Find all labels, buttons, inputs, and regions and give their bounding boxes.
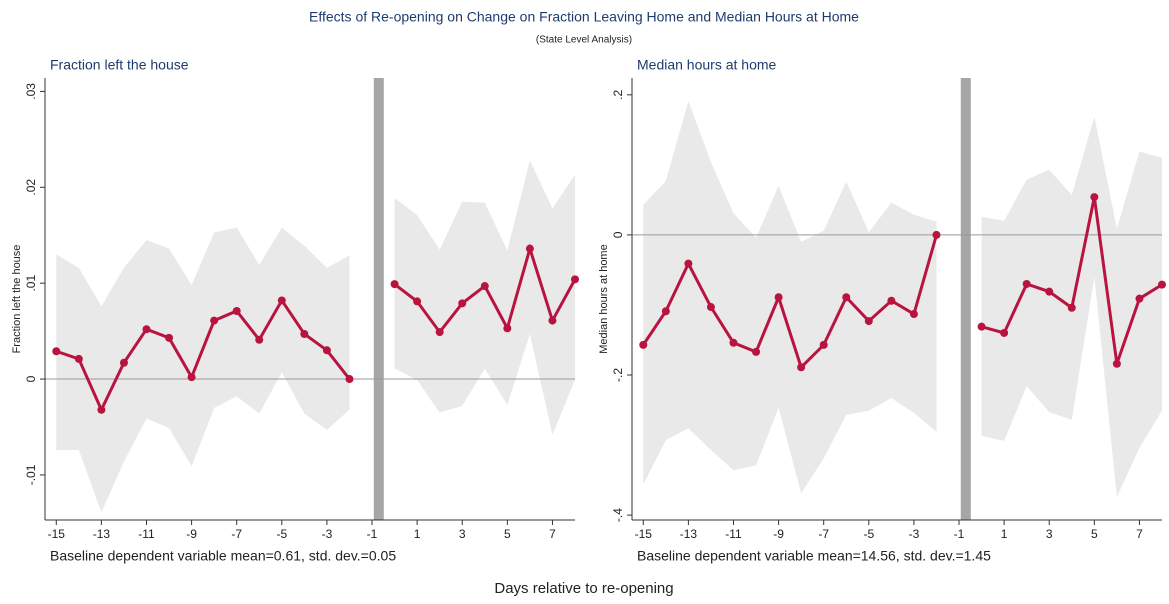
point [345, 375, 354, 384]
point [322, 346, 331, 355]
y-tick-label: .2 [611, 89, 625, 99]
point [1158, 280, 1166, 289]
point [1067, 303, 1076, 312]
point [232, 306, 241, 315]
point [1135, 294, 1144, 303]
point [255, 335, 264, 344]
point [548, 316, 557, 325]
point [639, 340, 648, 349]
point [864, 317, 873, 326]
x-tick-label: -13 [93, 527, 111, 541]
y-tick-label: -.01 [24, 464, 38, 485]
panel-title: Median hours at home [637, 57, 777, 73]
point [729, 338, 738, 347]
y-tick-label: 0 [611, 231, 625, 238]
x-tick-label: -3 [909, 527, 920, 541]
point [1090, 193, 1099, 202]
point [525, 244, 534, 253]
point [887, 296, 896, 305]
x-tick-label: -15 [48, 527, 66, 541]
y-axis-label: Median hours at home [598, 244, 610, 353]
x-tick-label: 7 [549, 527, 556, 541]
y-tick-label: 0 [24, 375, 38, 382]
point [932, 230, 941, 239]
x-tick-label: -11 [138, 527, 155, 541]
x-tick-label: 7 [1136, 527, 1143, 541]
point [52, 347, 61, 356]
y-tick-label: -.4 [611, 508, 625, 522]
point [142, 325, 151, 334]
x-tick-label: -7 [231, 527, 242, 541]
series-line [642, 234, 938, 371]
note: Baseline dependent variable mean=0.61, s… [50, 548, 396, 564]
x-tick-label: 1 [1001, 527, 1008, 541]
x-tick-label: -5 [276, 527, 287, 541]
confidence-band [394, 160, 575, 435]
point [842, 293, 851, 302]
x-tick-label: -7 [818, 527, 829, 541]
x-tick-label: -1 [954, 527, 965, 541]
point [74, 354, 83, 363]
point [571, 275, 579, 284]
x-tick-label: 1 [414, 527, 421, 541]
y-axis-label: Fraction left the house [11, 245, 23, 354]
x-tick-label: -9 [186, 527, 197, 541]
chart-title: Effects of Re-opening on Change on Fract… [309, 9, 859, 25]
x-tick-label: -5 [863, 527, 874, 541]
point [1000, 328, 1009, 337]
point [277, 296, 286, 305]
point [797, 363, 806, 372]
point [458, 299, 467, 308]
x-tick-label: -9 [773, 527, 784, 541]
note: Baseline dependent variable mean=14.56, … [637, 548, 991, 564]
x-tick-label: -15 [635, 527, 653, 541]
point [977, 322, 986, 331]
y-tick-label: -.2 [611, 368, 625, 382]
point [480, 282, 489, 291]
x-tick-label: -11 [725, 527, 742, 541]
x-tick-label: 5 [504, 527, 511, 541]
x-tick-label: -3 [322, 527, 333, 541]
point [774, 293, 783, 302]
point [752, 347, 761, 356]
point [661, 307, 670, 316]
point [909, 310, 918, 319]
panel-title: Fraction left the house [50, 57, 189, 73]
series-line [55, 297, 351, 414]
x-tick-label: 5 [1091, 527, 1098, 541]
point [390, 280, 399, 289]
point [210, 316, 219, 325]
point [119, 358, 128, 367]
point [706, 303, 715, 312]
point [413, 297, 422, 306]
point [300, 329, 309, 338]
x-tick-label: 3 [459, 527, 466, 541]
point [1045, 287, 1054, 296]
confidence-band [56, 227, 350, 513]
y-tick-label: .03 [24, 83, 38, 100]
point [1112, 359, 1121, 368]
point [187, 373, 196, 382]
event-line [960, 78, 971, 520]
x-tick-label: -13 [680, 527, 698, 541]
x-tick-label: 3 [1046, 527, 1053, 541]
point [684, 259, 693, 268]
x-tick-label: -1 [367, 527, 378, 541]
point [97, 405, 106, 414]
y-tick-label: .01 [24, 275, 38, 292]
point [435, 328, 444, 337]
point [503, 324, 512, 333]
y-tick-label: .02 [24, 179, 38, 196]
point [1022, 279, 1031, 288]
point [819, 340, 828, 349]
confidence-band [643, 101, 937, 494]
point [165, 333, 174, 342]
event-line [373, 78, 384, 520]
x-axis-label: Days relative to re-opening [494, 580, 673, 597]
chart-subtitle: (State Level Analysis) [536, 35, 632, 46]
